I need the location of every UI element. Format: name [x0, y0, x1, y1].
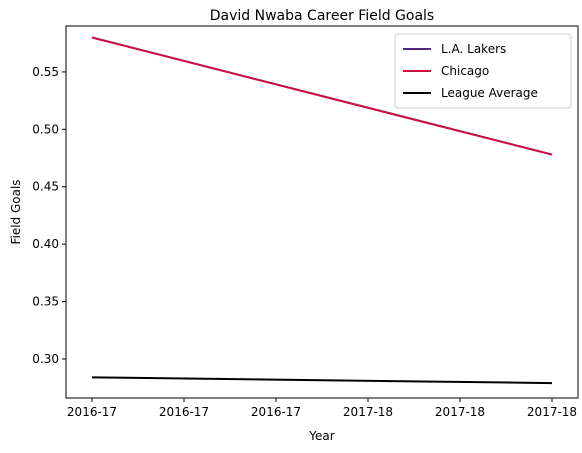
legend: L.A. Lakers Chicago League Average: [394, 33, 572, 109]
legend-label: Chicago: [441, 64, 489, 78]
plot-area-frame: [65, 25, 579, 399]
legend-box: [394, 33, 572, 109]
y-tick-label: 0.30: [32, 352, 59, 366]
series-layer: [91, 36, 553, 385]
x-axis-label: Year: [308, 429, 334, 443]
series-line-chicago: [91, 36, 553, 156]
y-tick-label: 0.50: [32, 122, 59, 136]
y-tick-label: 0.40: [32, 237, 59, 251]
legend-label: L.A. Lakers: [441, 42, 506, 56]
legend-label: League Average: [441, 86, 538, 100]
y-tick-label: 0.55: [32, 65, 59, 79]
x-tick-label: 2017-18: [343, 405, 393, 419]
y-axis: 0.30 0.35 0.40 0.45 0.50 0.55: [32, 65, 66, 366]
x-tick-label: 2016-17: [67, 405, 117, 419]
x-tick-label: 2016-17: [159, 405, 209, 419]
x-tick-label: 2017-18: [527, 405, 577, 419]
x-axis: 2016-17 2016-17 2016-17 2017-18 2017-18 2017-…: [67, 398, 577, 419]
series-line-league-average: [91, 376, 553, 385]
chart-title: David Nwaba Career Field Goals: [210, 8, 434, 24]
y-tick-label: 0.45: [32, 180, 59, 194]
y-tick-label: 0.35: [32, 295, 59, 309]
x-tick-label: 2017-18: [435, 405, 485, 419]
y-axis-label: Field Goals: [9, 179, 23, 244]
x-tick-label: 2016-17: [251, 405, 301, 419]
